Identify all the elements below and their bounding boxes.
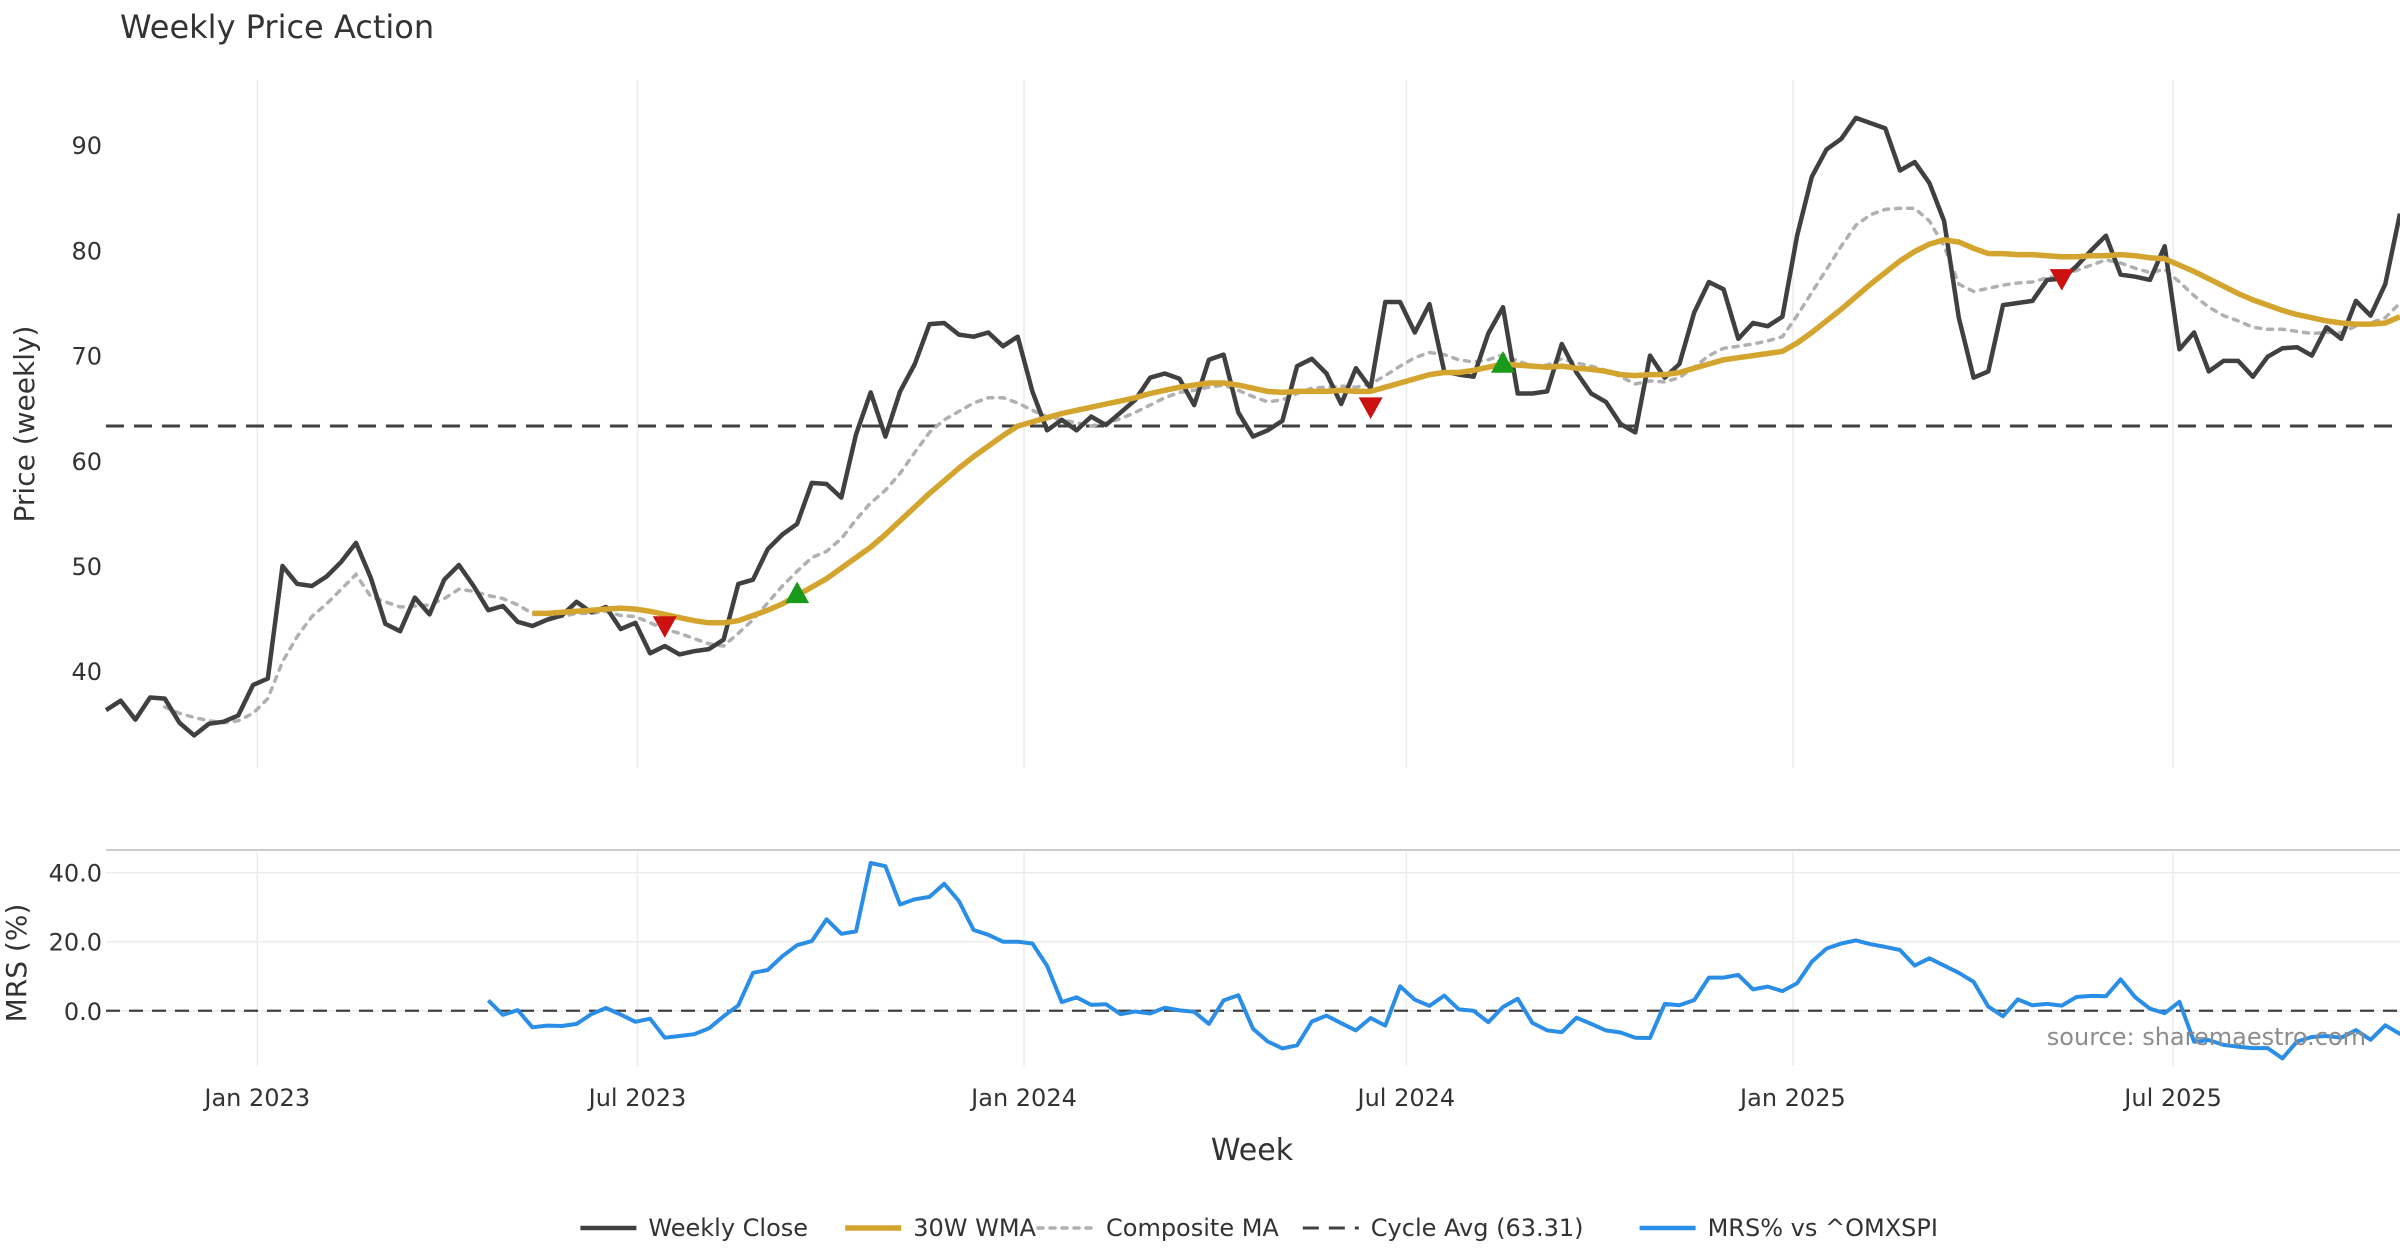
price-series <box>104 115 2400 738</box>
price-y-tick-label: 60 <box>71 448 102 476</box>
legend-item: Weekly Close <box>580 1214 808 1242</box>
signal-markers <box>652 269 2074 638</box>
price-grid <box>256 80 2174 768</box>
legend-item: Cycle Avg (63.31) <box>1302 1214 1584 1242</box>
x-tick-label: Jul 2025 <box>2122 1084 2222 1112</box>
series-30w-wma <box>532 237 2400 626</box>
legend: Weekly Close 30W WMA Composite MA Cycle Avg… <box>580 1214 1938 1242</box>
x-tick-label: Jul 2023 <box>587 1084 687 1112</box>
price-y-tick-label: 50 <box>71 553 102 581</box>
x-tick-label: Jan 2023 <box>202 1084 310 1112</box>
legend-item: Composite MA <box>1036 1214 1279 1242</box>
x-tick-label: Jul 2024 <box>1356 1084 1456 1112</box>
sell-signal-marker <box>1358 397 1383 420</box>
mrs-panel: 0.0 20.0 40.0 MRS (%) source: sharemaestro… <box>0 849 2400 1066</box>
series-weekly-close <box>104 115 2400 738</box>
price-y-tick-label: 70 <box>71 343 102 371</box>
mrs-y-ticks: 0.0 20.0 40.0 <box>49 860 102 1026</box>
price-y-ticks: 40 50 60 70 80 90 <box>71 132 102 686</box>
legend-item: MRS% vs ^OMXSPI <box>1639 1214 1938 1242</box>
series-composite-ma <box>163 206 2400 725</box>
series-mrs <box>486 861 2400 1061</box>
source-note: source: sharemaestro.com <box>2047 1023 2366 1051</box>
price-panel: 40 50 60 70 80 90 Price (weekly) <box>8 80 2400 768</box>
sell-signal-marker <box>2049 269 2074 291</box>
price-y-axis-label: Price (weekly) <box>8 326 41 523</box>
x-tick-label: Jan 2025 <box>1738 1084 1846 1112</box>
mrs-y-axis-label: MRS (%) <box>0 904 33 1023</box>
x-axis-label: Week <box>1211 1133 1294 1168</box>
legend-label: 30W WMA <box>913 1214 1036 1242</box>
mrs-y-tick-label: 20.0 <box>49 929 102 957</box>
price-y-tick-label: 80 <box>71 237 102 265</box>
buy-signal-marker <box>785 581 810 604</box>
chart-title: Weekly Price Action <box>120 8 434 46</box>
x-axis-ticks: Jan 2023 Jul 2023 Jan 2024 Jul 2024 Jan 2025… <box>202 1084 2222 1112</box>
x-tick-label: Jan 2024 <box>969 1084 1077 1112</box>
legend-label: MRS% vs ^OMXSPI <box>1708 1214 1938 1242</box>
mrs-y-tick-label: 0.0 <box>64 998 102 1026</box>
buy-signal-marker <box>1490 351 1515 373</box>
mrs-y-tick-label: 40.0 <box>49 860 102 888</box>
legend-label: Composite MA <box>1106 1214 1279 1242</box>
legend-item: 30W WMA <box>845 1214 1037 1242</box>
legend-label: Weekly Close <box>648 1214 808 1242</box>
mrs-series <box>106 861 2400 1061</box>
legend-label: Cycle Avg (63.31) <box>1371 1214 1584 1242</box>
price-y-tick-label: 40 <box>71 658 102 686</box>
sell-signal-marker <box>652 616 677 638</box>
price-y-tick-label: 90 <box>71 132 102 160</box>
